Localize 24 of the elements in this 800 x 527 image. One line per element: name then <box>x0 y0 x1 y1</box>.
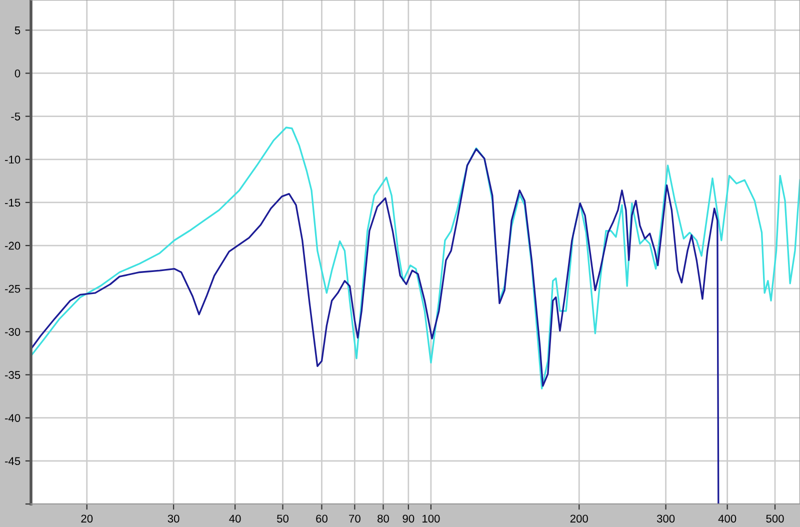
x-tick-label: 30 <box>168 514 180 523</box>
x-tick-label: 50 <box>277 514 289 523</box>
y-tick-label: -30 <box>5 328 20 336</box>
x-tick-label: 20 <box>81 514 93 523</box>
y-tick-label: -5 <box>11 112 20 120</box>
x-tick-label: 80 <box>378 514 389 523</box>
y-tick-label: -25 <box>5 284 20 293</box>
x-tick-label: 300 <box>656 514 675 523</box>
y-tick-label: -10 <box>5 156 20 164</box>
x-tick-label: 70 <box>349 514 360 523</box>
y-tick-label: -45 <box>5 457 20 466</box>
y-tick-label: 5 <box>14 26 20 34</box>
x-tick-label: 200 <box>570 514 588 523</box>
y-tick-label: 0 <box>14 70 20 78</box>
x-tick-label: 90 <box>402 514 414 523</box>
x-tick-label: 40 <box>229 514 241 523</box>
y-tick-label: -40 <box>5 414 20 422</box>
x-tick-label: 100 <box>422 514 440 523</box>
y-tick-label: -20 <box>5 242 20 250</box>
x-tick-label: 400 <box>718 514 736 523</box>
y-tick-label: -35 <box>5 371 20 379</box>
y-tick-label: -15 <box>5 198 20 207</box>
x-tick-label: 60 <box>316 514 328 523</box>
x-tick-label: 500 <box>766 514 784 523</box>
